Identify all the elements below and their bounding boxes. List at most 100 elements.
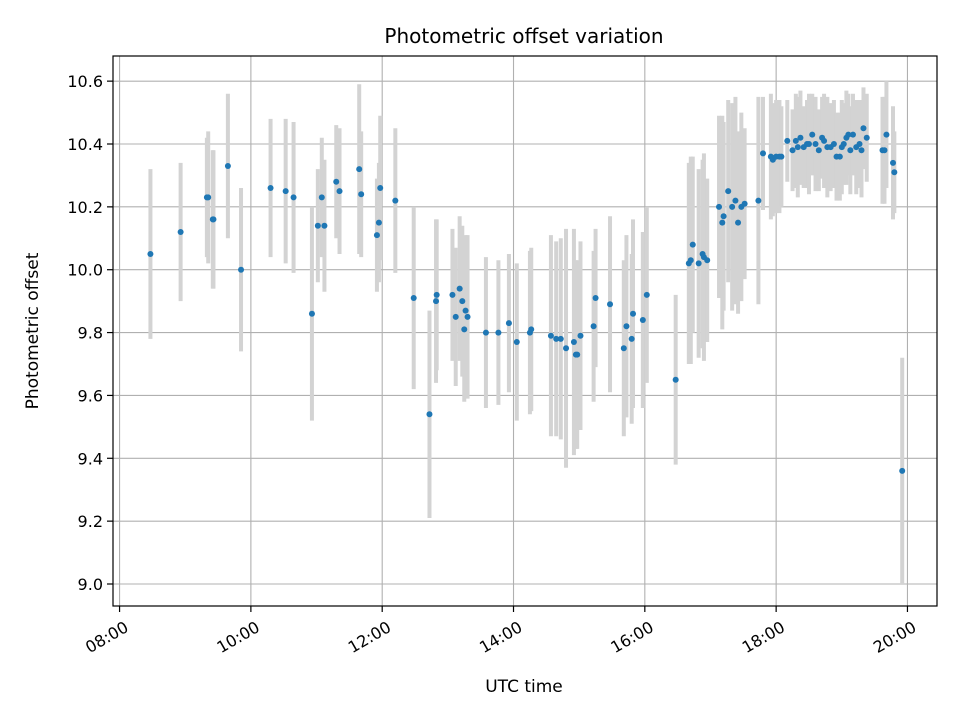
- data-point: [830, 141, 837, 147]
- data-point: [760, 150, 767, 157]
- data-point: [513, 339, 520, 345]
- data-point: [577, 332, 584, 339]
- data-point: [687, 257, 694, 264]
- data-point: [860, 125, 867, 132]
- data-point: [805, 141, 812, 147]
- data-point: [607, 301, 614, 308]
- data-point: [505, 320, 512, 327]
- data-point: [308, 310, 315, 317]
- data-point: [704, 257, 711, 264]
- y-tick-label: 9.0: [78, 575, 103, 594]
- y-tick-label: 10.2: [67, 198, 103, 217]
- data-point: [433, 298, 440, 305]
- data-point: [812, 141, 819, 147]
- data-point: [356, 166, 363, 173]
- data-point: [821, 137, 828, 144]
- data-point: [628, 335, 635, 342]
- data-point: [528, 326, 535, 333]
- data-point: [482, 329, 489, 336]
- data-point: [720, 213, 727, 220]
- data-point: [809, 131, 816, 138]
- data-point: [784, 137, 791, 144]
- data-point: [392, 197, 399, 204]
- plot-frame: [112, 55, 938, 607]
- data-point: [689, 241, 696, 248]
- data-point: [547, 332, 554, 339]
- data-point: [375, 219, 382, 226]
- data-point: [456, 285, 463, 292]
- data-point: [224, 163, 231, 169]
- data-point: [778, 153, 785, 160]
- data-point: [238, 266, 245, 273]
- data-point: [883, 131, 890, 138]
- data-point: [729, 203, 736, 210]
- data-points: [147, 125, 906, 474]
- data-point: [797, 134, 804, 141]
- data-point: [464, 313, 471, 320]
- data-point: [643, 291, 650, 298]
- data-point: [590, 323, 597, 330]
- data-point: [792, 137, 799, 144]
- data-point: [553, 335, 560, 342]
- data-point: [147, 251, 154, 257]
- data-point: [863, 134, 870, 141]
- data-point: [890, 159, 897, 166]
- data-point: [433, 291, 440, 298]
- data-point: [557, 335, 564, 342]
- y-tick-label: 9.8: [78, 324, 103, 343]
- data-point: [755, 197, 762, 204]
- data-point: [426, 411, 433, 418]
- data-point: [741, 200, 748, 207]
- data-point: [570, 339, 577, 345]
- data-point: [210, 216, 217, 223]
- data-point: [410, 295, 417, 301]
- data-point: [891, 169, 898, 176]
- data-point: [495, 329, 502, 336]
- data-point: [449, 291, 456, 298]
- data-point: [177, 229, 184, 235]
- y-axis-label: Photometric offset: [23, 252, 43, 409]
- data-point: [639, 317, 646, 323]
- data-point: [735, 219, 742, 226]
- y-tick-label: 10.4: [67, 135, 103, 154]
- data-point: [563, 345, 570, 352]
- data-point: [462, 307, 469, 314]
- data-point: [314, 222, 321, 229]
- data-point: [290, 194, 297, 201]
- data-point: [719, 219, 726, 226]
- data-point: [321, 222, 328, 229]
- data-point: [881, 147, 888, 154]
- y-tick-label: 10.0: [67, 261, 103, 280]
- data-point: [794, 144, 801, 151]
- data-point: [849, 131, 856, 138]
- data-point: [336, 188, 343, 195]
- x-axis-label: UTC time: [485, 677, 563, 697]
- data-point: [461, 326, 468, 333]
- data-point: [623, 323, 630, 330]
- data-point: [789, 147, 796, 154]
- data-point: [282, 188, 289, 195]
- data-point: [840, 141, 847, 147]
- data-point: [358, 191, 365, 198]
- data-point: [899, 467, 906, 474]
- chart-title: Photometric offset variation: [384, 24, 663, 48]
- data-point: [836, 153, 843, 160]
- y-tick-label: 9.2: [78, 512, 103, 531]
- y-axis-ticks: 9.0 9.2 9.4 9.6 9.8 10.0 10.2 10.4 10.6: [67, 72, 113, 594]
- data-point: [620, 345, 627, 352]
- data-point: [630, 310, 637, 317]
- data-point: [847, 147, 854, 154]
- y-tick-label: 9.6: [78, 386, 103, 405]
- data-point: [845, 131, 852, 138]
- data-point: [725, 188, 732, 195]
- data-point: [732, 197, 739, 204]
- data-point: [452, 313, 459, 320]
- data-point: [267, 185, 274, 191]
- data-point: [858, 147, 865, 154]
- data-point: [333, 178, 340, 185]
- data-point: [856, 141, 863, 147]
- data-point: [574, 351, 581, 358]
- data-point: [672, 376, 679, 383]
- data-point: [205, 194, 212, 201]
